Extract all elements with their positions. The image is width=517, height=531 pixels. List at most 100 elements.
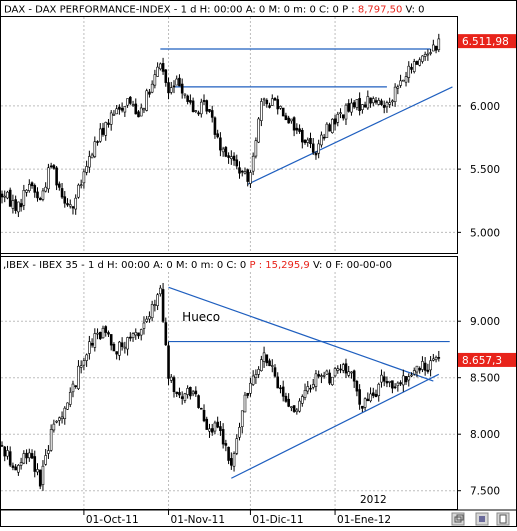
- candle-body: [60, 188, 64, 198]
- candle-body: [63, 407, 67, 420]
- candle-body: [276, 99, 280, 110]
- candle-body: [153, 304, 157, 306]
- y-tick-label: 8.500: [470, 373, 500, 385]
- candle-body: [178, 77, 181, 87]
- candle-body: [268, 105, 271, 108]
- candle-body: [366, 96, 370, 109]
- candle-body: [279, 387, 282, 390]
- candle-body: [363, 398, 367, 408]
- candle-body: [52, 423, 56, 431]
- candle-body: [249, 382, 252, 394]
- candle-body: [63, 196, 67, 204]
- candle-body: [341, 364, 345, 371]
- candle-body: [210, 110, 214, 118]
- candle-body: [369, 97, 372, 104]
- candle-body: [333, 368, 337, 377]
- candle-body: [276, 376, 280, 389]
- candle-body: [41, 465, 45, 485]
- candle-body: [156, 66, 159, 77]
- candle-body: [216, 421, 219, 428]
- candle-body: [331, 376, 334, 386]
- candle-body: [407, 65, 411, 78]
- window-restore-icon[interactable]: [451, 512, 465, 526]
- dax-candles: [0, 33, 441, 218]
- candle-body: [292, 405, 296, 412]
- candle-body: [139, 107, 143, 117]
- candle-body: [202, 100, 206, 102]
- candle-body: [371, 392, 375, 396]
- candle-body: [306, 139, 310, 143]
- candle-body: [410, 374, 413, 377]
- candle-body: [36, 191, 39, 199]
- candle-body: [126, 98, 129, 106]
- candle-body: [246, 392, 249, 396]
- ibex-last-price-label: 8.657,3: [462, 355, 502, 367]
- candle-body: [77, 184, 80, 198]
- candle-body: [421, 55, 424, 62]
- candle-body: [213, 117, 217, 135]
- candle-body: [0, 445, 4, 447]
- candle-body: [134, 103, 138, 115]
- candle-body: [25, 189, 28, 193]
- candle-body: [437, 357, 441, 359]
- candle-body: [388, 102, 391, 105]
- ibex-panel: 7.500 8.000 8.500 9.000 ,IBEX - IBEX 35 - 1…: [0, 256, 516, 510]
- document-icon[interactable]: [496, 512, 510, 526]
- y-tick-label: 7.500: [470, 486, 500, 498]
- candle-body: [22, 453, 26, 464]
- candle-body: [205, 100, 209, 112]
- ibex-trendlines: [168, 286, 450, 479]
- candle-body: [8, 189, 12, 207]
- candle-body: [142, 108, 146, 111]
- candle-body: [418, 367, 421, 371]
- candle-body: [265, 354, 269, 364]
- candle-body: [325, 123, 329, 138]
- candle-body: [404, 376, 408, 383]
- candle-body: [279, 106, 282, 109]
- candle-body: [14, 466, 17, 471]
- candle-body: [3, 195, 7, 198]
- candle-body: [336, 113, 340, 123]
- candle-body: [221, 429, 225, 445]
- candle-body: [336, 368, 340, 371]
- candle-body: [429, 360, 432, 371]
- candle-body: [107, 332, 110, 335]
- dax-trendlines: [160, 48, 453, 185]
- candle-body: [314, 152, 318, 156]
- candle-body: [131, 333, 135, 339]
- candle-body: [270, 98, 274, 106]
- ibex-annotations: Hueco: [182, 310, 220, 324]
- candle-body: [355, 380, 359, 392]
- candle-body: [148, 91, 151, 95]
- candle-body: [183, 93, 187, 96]
- save-icon[interactable]: [475, 512, 489, 526]
- candle-body: [290, 406, 293, 409]
- candle-body: [273, 98, 277, 101]
- candle-body: [169, 87, 173, 93]
- candle-body: [399, 80, 402, 86]
- ibex-y-axis: 7.500 8.000 8.500 9.000: [457, 316, 500, 498]
- candle-body: [137, 332, 140, 337]
- candle-body: [391, 380, 394, 389]
- candle-body: [123, 106, 127, 113]
- candle-body: [352, 370, 356, 382]
- candle-body: [227, 446, 230, 461]
- candle-body: [347, 371, 351, 376]
- trendline: [168, 286, 434, 382]
- candle-body: [347, 103, 351, 112]
- x-tick-label: 01-Ene-12: [337, 514, 391, 526]
- candle-body: [191, 391, 195, 395]
- candle-body: [232, 155, 236, 161]
- candle-body: [129, 96, 132, 104]
- candle-body: [257, 118, 260, 143]
- candle-body: [320, 134, 323, 146]
- candle-body: [88, 341, 91, 354]
- candle-body: [68, 392, 72, 405]
- candle-body: [186, 95, 189, 102]
- candle-body: [134, 332, 138, 336]
- dax-header-label: DAX - DAX PERFORMANCE-INDEX - 1 d H: 00:…: [4, 5, 358, 16]
- ibex-header-value: P : 15,295,9: [249, 260, 309, 271]
- candle-body: [167, 82, 170, 94]
- candle-body: [189, 386, 192, 397]
- trendline: [231, 373, 440, 479]
